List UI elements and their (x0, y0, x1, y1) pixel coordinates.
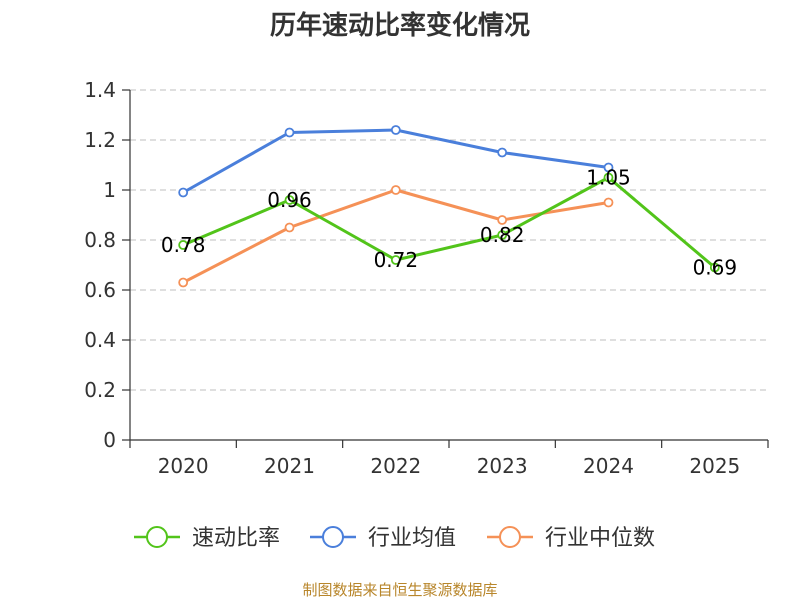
data-label: 0.69 (693, 256, 738, 280)
series-lines (178, 125, 720, 288)
data-label: 0.82 (480, 223, 525, 247)
source-note: 制图数据来自恒生聚源数据库 (302, 581, 497, 599)
series-line-0 (182, 176, 716, 269)
y-tick-label: 0.4 (84, 328, 116, 352)
y-tick-label: 0.8 (84, 228, 116, 252)
data-point (284, 195, 295, 205)
data-point (709, 262, 720, 273)
y-tick-label: 0 (103, 428, 116, 452)
data-point (390, 185, 401, 195)
y-tick-label: 0.6 (84, 278, 116, 302)
data-point (178, 187, 189, 198)
legend-marker (146, 526, 168, 548)
legend: 速动比率 行业均值 行业中位数 (134, 526, 655, 551)
x-tick-label: 2025 (689, 454, 740, 478)
data-point (284, 222, 295, 233)
data-point (178, 240, 189, 250)
legend-label: 速动比率 (192, 526, 280, 551)
legend-label: 行业均值 (368, 526, 456, 551)
data-point (603, 162, 614, 173)
data-point (390, 125, 401, 135)
x-tick-label: 2023 (477, 454, 528, 478)
legend-label: 行业中位数 (545, 526, 655, 551)
y-tick-label: 1.4 (84, 78, 116, 102)
series-line-1 (182, 128, 609, 194)
data-point (497, 147, 508, 158)
grid (130, 89, 768, 391)
axes: 0 0.2 0.4 0.6 0.8 1 1.2 1.4 2020 2021 2022 2023 2024… (84, 78, 769, 478)
data-point (603, 197, 614, 208)
legend-marker (322, 526, 344, 548)
y-tick-label: 1 (103, 178, 116, 202)
x-tick-label: 2021 (264, 454, 315, 478)
data-label: 0.72 (374, 248, 419, 272)
chart-title: 历年速动比率变化情况 (270, 10, 530, 41)
data-point (603, 172, 614, 183)
data-label: 1.05 (586, 166, 631, 190)
data-point (497, 230, 508, 240)
x-tick-label: 2022 (370, 454, 421, 478)
y-tick-label: 1.2 (84, 128, 116, 152)
data-point (178, 277, 189, 288)
data-point (497, 215, 508, 225)
x-tick-label: 2020 (158, 454, 209, 478)
x-tick-label: 2024 (583, 454, 634, 478)
y-tick-label: 0.2 (84, 378, 116, 402)
data-label: 0.78 (161, 233, 206, 257)
data-label: 0.96 (267, 188, 312, 212)
data-point (284, 127, 295, 138)
data-labels: 0.78 0.96 0.72 0.82 1.05 0.69 (161, 166, 737, 280)
data-point (390, 255, 401, 265)
legend-marker (499, 526, 521, 548)
